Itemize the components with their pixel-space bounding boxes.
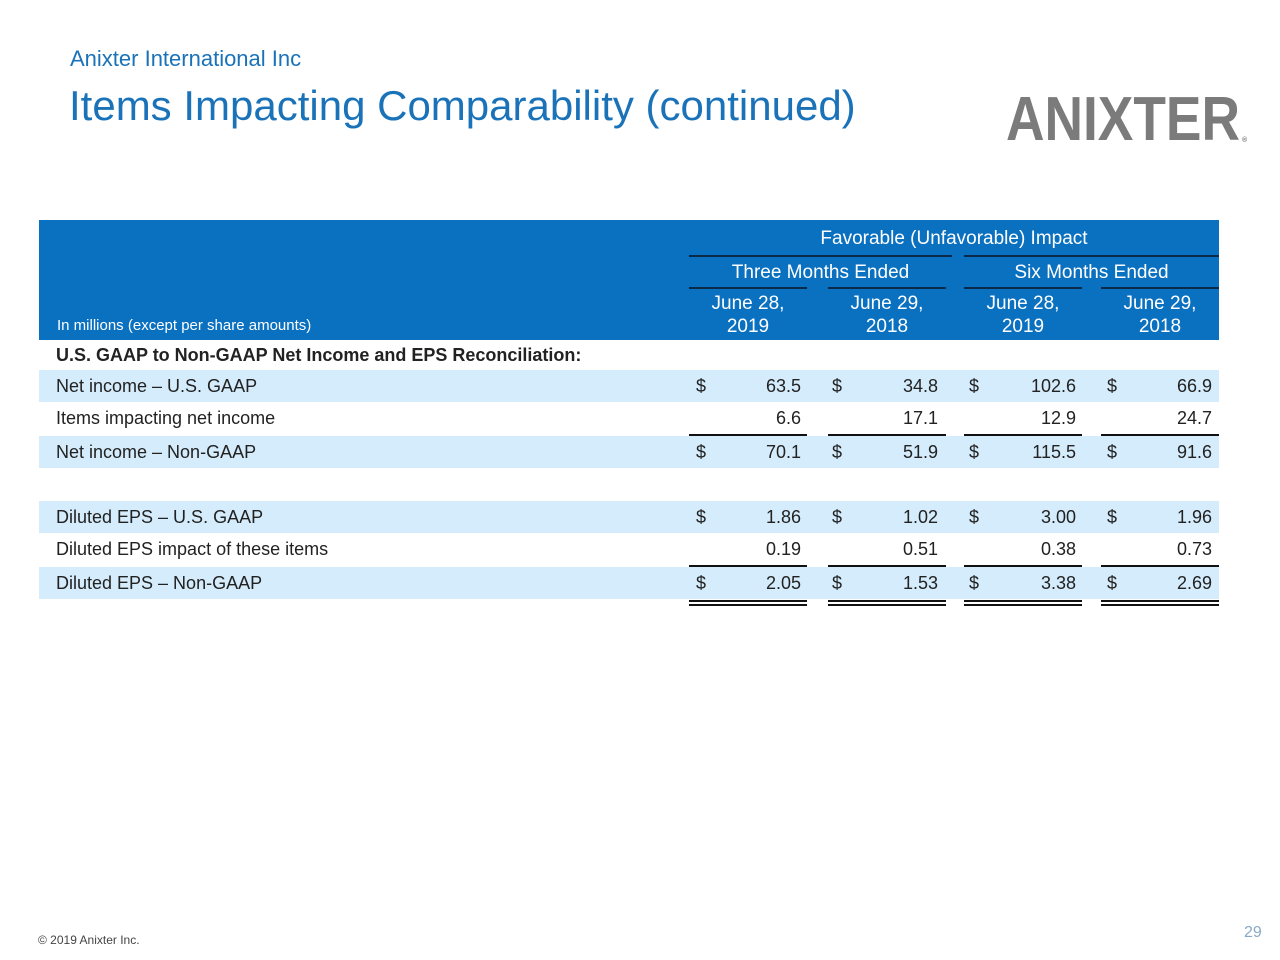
cell-value: 17.1	[902, 408, 938, 428]
page-title: Items Impacting Comparability (continued…	[69, 82, 856, 129]
row-label: Net income – U.S. GAAP	[56, 376, 258, 396]
page-number: 29	[1244, 924, 1262, 941]
cell-value: 6.6	[775, 408, 801, 428]
cell-value: 66.9	[1176, 376, 1212, 396]
row-label: Items impacting net income	[56, 408, 276, 428]
period-three-months: Three Months Ended	[731, 262, 910, 283]
currency-symbol: $	[969, 376, 980, 396]
period-six-months: Six Months Ended	[1014, 262, 1169, 283]
currency-symbol: $	[832, 376, 843, 396]
table-row: Diluted EPS – Non-GAAP $ 2.05 $ 1.53 $ 3…	[39, 567, 1219, 599]
column-header-1: June 28, 2019	[711, 293, 785, 337]
cell-value: 2.05	[765, 573, 801, 593]
reconciliation-table: Favorable (Unfavorable) Impact Three Mon…	[39, 220, 1219, 609]
cell-value: 24.7	[1176, 408, 1212, 428]
cell-value: 34.8	[902, 376, 938, 396]
table-row: Net income – U.S. GAAP $ 63.5 $ 34.8 $ 1…	[39, 370, 1219, 402]
cell-value: 0.38	[1040, 539, 1076, 559]
currency-symbol: $	[969, 507, 980, 527]
copyright-footer: © 2019 Anixter Inc.	[38, 933, 140, 947]
cell-value: 115.5	[1032, 442, 1076, 462]
group-heading: Favorable (Unfavorable) Impact	[820, 228, 1088, 249]
currency-symbol: $	[696, 573, 707, 593]
currency-symbol: $	[832, 442, 843, 462]
cell-value: 0.19	[765, 539, 801, 559]
cell-value: 2.69	[1176, 573, 1212, 593]
cell-value: 3.00	[1040, 507, 1076, 527]
table-row: Diluted EPS impact of these items 0.19 0…	[39, 533, 1219, 567]
currency-symbol: $	[969, 442, 980, 462]
table-row: Net income – Non-GAAP $ 70.1 $ 51.9 $ 11…	[39, 436, 1219, 468]
cell-value: 3.38	[1040, 573, 1076, 593]
currency-symbol: $	[1107, 507, 1118, 527]
company-name: Anixter International Inc	[70, 46, 302, 71]
currency-symbol: $	[832, 573, 843, 593]
row-label: Net income – Non-GAAP	[56, 442, 257, 462]
currency-symbol: $	[1107, 376, 1118, 396]
column-header-4: June 29, 2018	[1123, 293, 1197, 337]
currency-symbol: $	[696, 507, 707, 527]
row-label: Diluted EPS impact of these items	[56, 539, 329, 559]
section-title-row: U.S. GAAP to Non-GAAP Net Income and EPS…	[39, 340, 1219, 370]
table-header: Favorable (Unfavorable) Impact Three Mon…	[39, 220, 1219, 340]
currency-symbol: $	[969, 573, 980, 593]
units-note: In millions (except per share amounts)	[57, 317, 312, 334]
currency-symbol: $	[1107, 573, 1118, 593]
section-title: U.S. GAAP to Non-GAAP Net Income and EPS…	[56, 345, 582, 365]
cell-value: 1.96	[1176, 507, 1212, 527]
column-header-2: June 29, 2018	[850, 293, 924, 337]
table-row: Items impacting net income 6.6 17.1 12.9…	[39, 402, 1219, 436]
cell-value: 0.73	[1176, 539, 1212, 559]
cell-value: 63.5	[765, 376, 801, 396]
anixter-logo: ANIXTER ®	[1006, 85, 1248, 146]
cell-value: 91.6	[1176, 442, 1212, 462]
currency-symbol: $	[696, 442, 707, 462]
column-header-3: June 28, 2019	[986, 293, 1060, 337]
currency-symbol: $	[696, 376, 707, 396]
currency-symbol: $	[1107, 442, 1118, 462]
cell-value: 51.9	[902, 442, 938, 462]
cell-value: 102.6	[1030, 376, 1076, 396]
cell-value: 1.02	[902, 507, 938, 527]
cell-value: 1.53	[902, 573, 938, 593]
svg-text:®: ®	[1242, 136, 1248, 144]
row-label: Diluted EPS – Non-GAAP	[56, 573, 263, 593]
cell-value: 1.86	[765, 507, 801, 527]
cell-value: 0.51	[902, 539, 938, 559]
spacer-row	[39, 468, 1219, 501]
cell-value: 70.1	[765, 442, 801, 462]
table-row: Diluted EPS – U.S. GAAP $ 1.86 $ 1.02 $ …	[39, 501, 1219, 533]
double-underline	[39, 599, 1219, 609]
cell-value: 12.9	[1040, 408, 1076, 428]
row-label: Diluted EPS – U.S. GAAP	[56, 507, 264, 527]
logo-text: ANIXTER	[1006, 85, 1240, 146]
currency-symbol: $	[832, 507, 843, 527]
